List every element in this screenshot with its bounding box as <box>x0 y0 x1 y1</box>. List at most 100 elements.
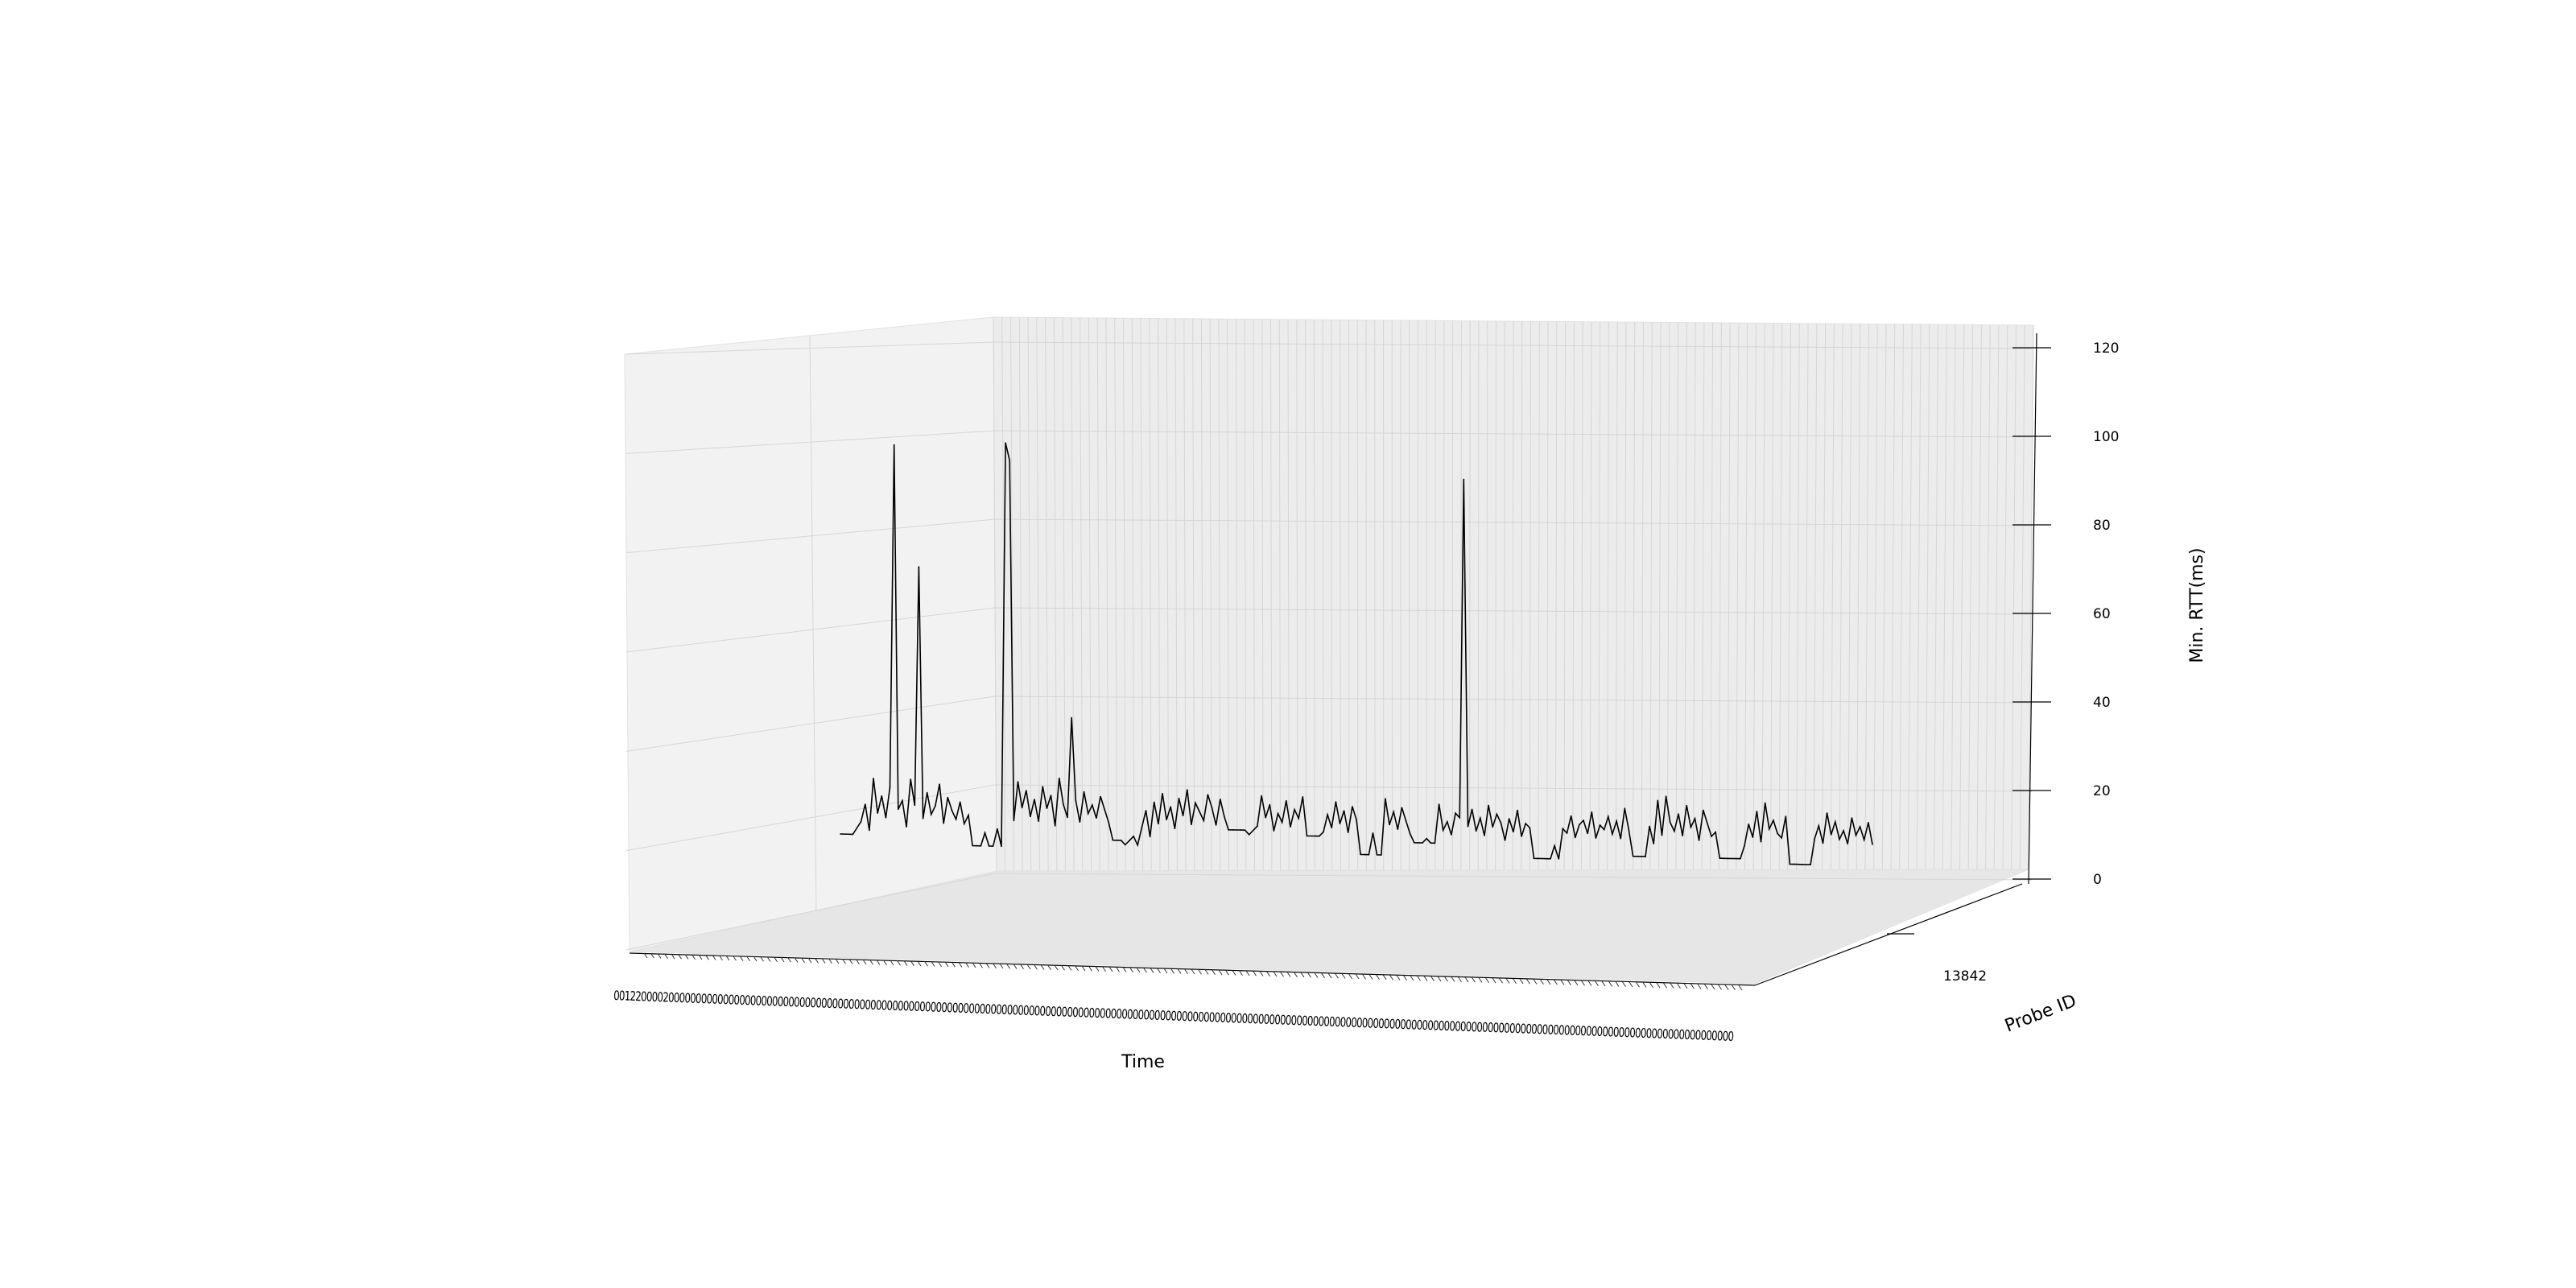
time-gridline <box>1062 317 1066 871</box>
data-point <box>1839 838 1840 840</box>
z-gridline-left <box>625 518 996 554</box>
data-point <box>1393 811 1394 813</box>
time-gridline <box>1864 324 1869 870</box>
time-gridline <box>1839 324 1843 870</box>
data-point <box>1818 825 1820 827</box>
x-tick-mark <box>1546 979 1551 985</box>
x-tick-mark <box>1690 983 1695 989</box>
time-gridline <box>1477 320 1480 871</box>
x-tick-mark <box>643 952 648 959</box>
time-gridline <box>1305 319 1307 871</box>
data-point <box>951 810 953 811</box>
data-point <box>1851 817 1853 819</box>
time-gridline <box>1140 318 1144 871</box>
x-tick-mark <box>938 961 942 968</box>
data-point <box>964 823 965 825</box>
time-gridline <box>1114 318 1118 871</box>
time-gridline <box>1993 324 2000 870</box>
series-13842 <box>840 442 1873 865</box>
x-tick-mark <box>1204 969 1209 975</box>
x-tick-mark <box>869 959 873 965</box>
data-point <box>1636 856 1638 857</box>
x-tick-mark <box>691 954 696 960</box>
data-point <box>1381 854 1382 856</box>
time-gridline <box>1675 322 1679 870</box>
data-point <box>1542 857 1543 860</box>
time-gridline <box>1235 319 1238 871</box>
data-point <box>1207 794 1209 795</box>
data-point <box>1372 832 1374 834</box>
x-tick-mark <box>1280 971 1284 977</box>
data-point <box>902 799 903 802</box>
data-point <box>1653 843 1654 844</box>
data-point <box>1533 857 1535 860</box>
data-point <box>1224 815 1225 818</box>
time-gridline <box>1244 319 1247 871</box>
data-point <box>1096 817 1097 819</box>
x-tick-mark <box>1444 976 1448 982</box>
data-point <box>988 845 990 847</box>
x-tick-mark <box>1595 980 1599 987</box>
x-tick-mark <box>1006 963 1010 969</box>
data-point <box>1603 828 1605 831</box>
data-point <box>1665 795 1667 797</box>
x-tick-mark <box>1382 974 1387 980</box>
data-point <box>1736 857 1737 860</box>
grid-lines <box>625 316 2034 951</box>
data-point <box>1125 844 1126 846</box>
x-tick-mark <box>1499 977 1503 984</box>
x-tick-mark <box>1075 965 1079 972</box>
time-gridline <box>1589 321 1592 870</box>
data-point <box>1583 819 1584 821</box>
z-gridline-back <box>994 341 2033 349</box>
time-gridline <box>1287 319 1290 871</box>
data-point <box>1488 804 1489 807</box>
data-point <box>1703 809 1704 811</box>
time-gridline <box>1899 324 1904 870</box>
data-point <box>1261 795 1262 797</box>
x-tick-mark <box>1040 964 1045 970</box>
time-gridline <box>1356 320 1359 871</box>
x-tick-mark <box>1026 964 1031 970</box>
data-point <box>1459 816 1460 819</box>
x-tick-mark <box>856 959 860 965</box>
z-axis-label: Min. RTT(ms) <box>2187 547 2207 663</box>
z-tick-label: 0 <box>2093 872 2102 888</box>
x-tick-mark <box>787 956 791 963</box>
x-tick-mark <box>1492 977 1496 984</box>
data-point <box>1100 795 1101 798</box>
x-tick-mark <box>719 955 723 961</box>
data-point <box>1314 835 1316 837</box>
probe-gridline <box>809 334 817 912</box>
z-tick-label: 60 <box>2093 606 2111 622</box>
data-point <box>860 820 862 823</box>
x-tick-mark <box>1081 965 1086 972</box>
data-point <box>1550 858 1551 860</box>
data-point <box>1789 863 1791 865</box>
data-point <box>1463 478 1465 481</box>
data-point <box>1414 842 1415 844</box>
data-point <box>1335 801 1337 803</box>
x-tick-mark <box>1574 980 1579 986</box>
x-tick-mark <box>1341 973 1346 979</box>
data-point <box>1401 807 1403 809</box>
x-tick-mark <box>862 959 867 965</box>
data-point <box>1727 857 1729 860</box>
x-tick-mark <box>760 956 764 962</box>
x-tick-mark <box>1266 971 1270 977</box>
data-point <box>1281 821 1283 824</box>
time-gridline <box>1123 318 1126 871</box>
data-point <box>972 844 973 847</box>
data-point <box>1719 857 1721 859</box>
data-point <box>1661 834 1663 836</box>
time-gridline <box>1183 318 1187 871</box>
x-tick-mark <box>1464 976 1469 983</box>
data-point <box>1182 815 1184 817</box>
data-point <box>1397 828 1399 830</box>
x-tick-mark <box>807 957 812 964</box>
data-point <box>1797 863 1799 865</box>
x-tick-mark <box>828 958 832 964</box>
data-point <box>1438 803 1440 805</box>
data-point <box>1331 827 1332 829</box>
